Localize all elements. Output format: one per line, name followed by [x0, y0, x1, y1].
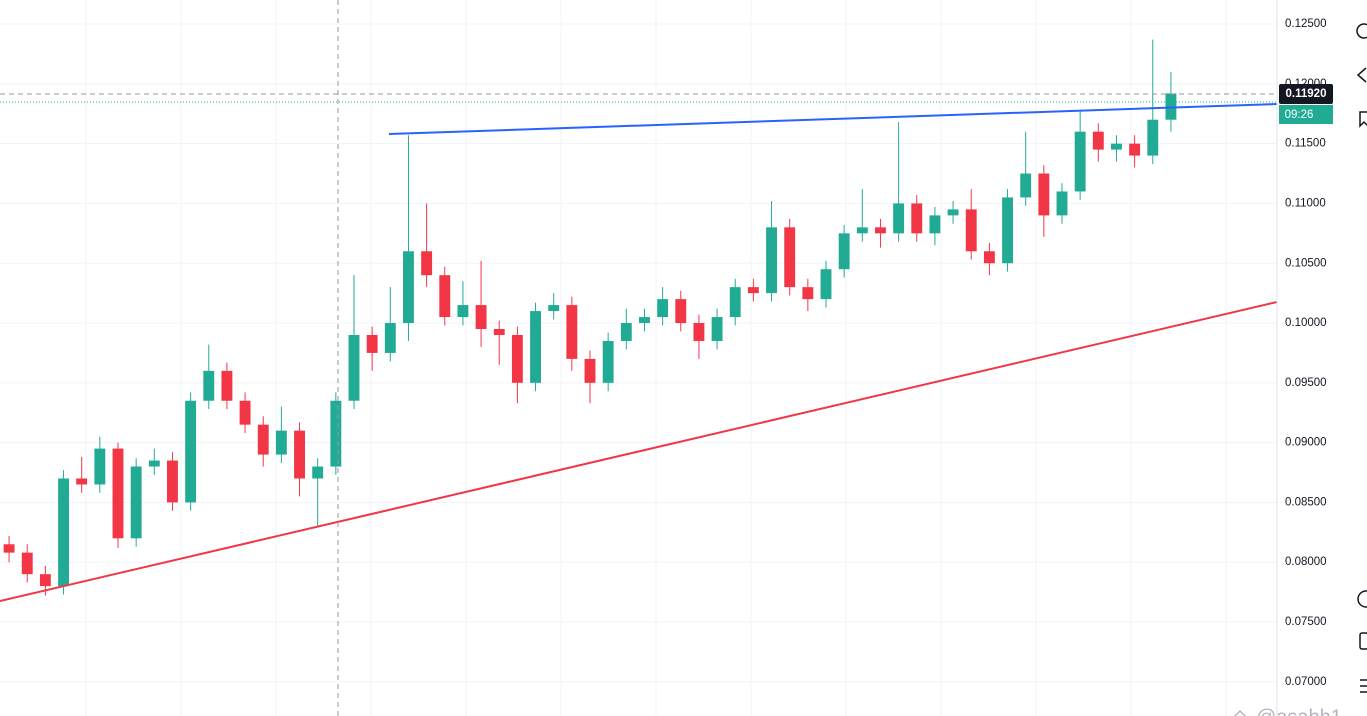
candle-body — [566, 305, 578, 359]
candle-body — [548, 305, 560, 312]
candle-body — [983, 251, 995, 264]
candle-body — [403, 251, 414, 324]
candle-body — [384, 323, 396, 353]
candle-body — [130, 466, 142, 539]
tool-icon[interactable] — [1356, 67, 1367, 83]
candle-body — [511, 334, 523, 383]
candle-body — [711, 317, 723, 341]
candle-body — [947, 209, 959, 216]
candle-body — [257, 424, 269, 455]
candle-body — [330, 400, 342, 467]
candle-body — [747, 287, 759, 294]
candle-body — [239, 400, 251, 425]
candle-body — [275, 430, 287, 455]
candle-body — [657, 299, 669, 318]
watermark: @asabh1 — [1256, 706, 1342, 716]
candle-body — [838, 233, 850, 270]
candle-body — [856, 227, 868, 234]
candle-body — [784, 227, 796, 288]
candle-body — [366, 334, 378, 353]
candle-body — [221, 370, 233, 401]
candle-body — [675, 299, 687, 324]
candle-body — [1074, 131, 1086, 192]
tool-icon[interactable] — [1357, 590, 1367, 608]
candle-body — [929, 215, 941, 234]
candle-body — [820, 269, 832, 300]
candle-body — [76, 478, 88, 485]
watermark-icon — [1233, 709, 1247, 716]
candle-body — [94, 448, 106, 485]
candle-body — [58, 478, 69, 587]
candle-body — [802, 287, 814, 300]
candle-body — [875, 227, 886, 234]
candle-body — [1165, 93, 1177, 120]
y-tick-label: 0.08500 — [1285, 496, 1327, 508]
candle-body — [312, 466, 324, 479]
trend-line-resistance — [388, 103, 1278, 135]
candle-body — [167, 460, 178, 503]
price-label-box — [1279, 84, 1333, 104]
candle-body — [530, 311, 541, 383]
candle-body — [766, 227, 777, 294]
candle-body — [729, 287, 741, 318]
candle-body — [1111, 143, 1122, 150]
candle-body — [639, 317, 650, 324]
y-tick-label: 0.10500 — [1285, 257, 1327, 269]
candle-body — [439, 275, 451, 318]
tool-icon[interactable] — [1359, 632, 1367, 650]
candle-body — [203, 370, 215, 401]
candle-body — [893, 203, 905, 234]
candle-body — [493, 328, 505, 335]
candle-body — [148, 460, 160, 467]
countdown: 09:26 — [1285, 109, 1314, 121]
y-tick-label: 0.11000 — [1285, 197, 1326, 209]
y-tick-label: 0.09000 — [1285, 437, 1327, 449]
candle-body — [3, 544, 15, 553]
candle-body — [457, 305, 469, 318]
candle-body — [693, 323, 705, 341]
tool-icon[interactable] — [1359, 111, 1367, 128]
y-tick-label: 0.08000 — [1285, 556, 1327, 568]
candle-body — [1020, 173, 1032, 198]
candle-body — [1129, 143, 1141, 156]
candle-body — [620, 323, 632, 341]
candle-body — [348, 334, 360, 401]
y-tick-label: 0.07000 — [1285, 676, 1327, 688]
candle-body — [965, 209, 977, 252]
candle-body — [421, 251, 433, 276]
y-tick-label: 0.12500 — [1285, 18, 1327, 30]
candle-body — [1002, 197, 1013, 264]
candle-body — [294, 430, 305, 479]
y-tick-label: 0.09500 — [1285, 377, 1327, 389]
trend-line-support — [0, 301, 1278, 602]
price-axis: 0.07000 0.07500 0.08000 0.08500 0.09000 0.095… — [1285, 18, 1327, 688]
candle-body — [112, 448, 124, 539]
candle-body — [1092, 131, 1104, 150]
last-price-label: 0.11920 — [1286, 88, 1327, 100]
tool-icon[interactable] — [1356, 23, 1367, 39]
grid — [0, 0, 1277, 716]
candle-body — [911, 203, 923, 234]
candle-body — [185, 400, 197, 503]
candle-body — [1056, 191, 1068, 216]
candle-body — [39, 574, 51, 587]
tool-icon[interactable] — [1360, 679, 1367, 693]
candles — [3, 39, 1177, 596]
candle-body — [21, 552, 33, 575]
toolbar — [1356, 23, 1367, 693]
candle-body — [584, 358, 596, 383]
countdown-box — [1279, 105, 1333, 124]
candle-body — [1038, 173, 1050, 216]
candle-body — [475, 305, 487, 329]
candle-body — [602, 340, 614, 383]
y-tick-label: 0.11500 — [1285, 138, 1326, 150]
y-tick-label: 0.10000 — [1285, 317, 1327, 329]
candle-body — [1147, 119, 1159, 156]
y-tick-label: 0.07500 — [1285, 616, 1327, 628]
